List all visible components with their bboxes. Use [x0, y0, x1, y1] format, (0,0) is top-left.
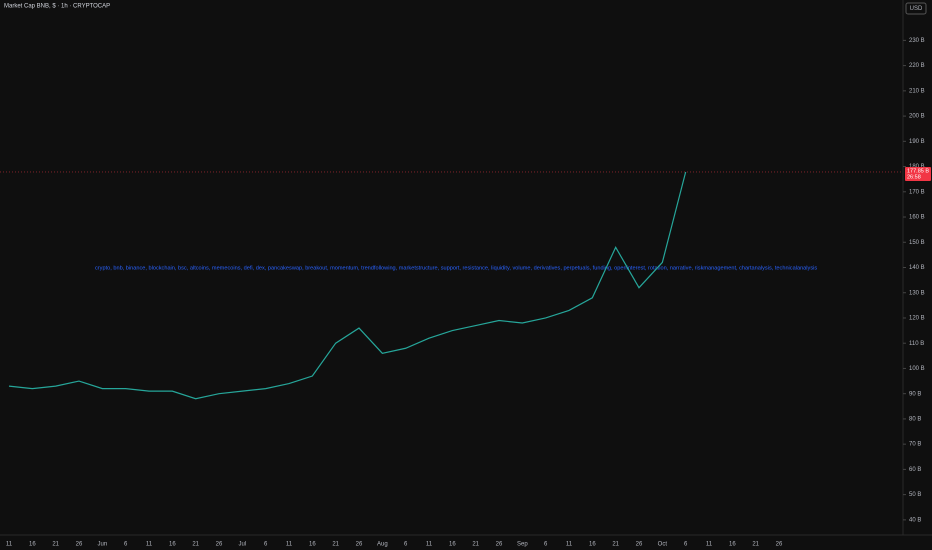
y-tick-label: 100 B: [909, 366, 925, 372]
price-line: [8, 171, 687, 400]
x-tick-label: 16: [729, 542, 736, 548]
x-tick-label: 6: [544, 542, 548, 548]
x-tick-label: 21: [612, 542, 619, 548]
x-tick-label: 26: [356, 542, 363, 548]
countdown: 26:58: [907, 174, 921, 180]
y-tick-label: 90 B: [909, 391, 921, 397]
x-tick-label: 26: [496, 542, 503, 548]
x-tick-label: 26: [76, 542, 83, 548]
x-tick-label: 16: [309, 542, 316, 548]
y-tick-label: 130 B: [909, 290, 925, 296]
x-tick-label: 26: [216, 542, 223, 548]
currency-box[interactable]: [905, 2, 927, 15]
x-tick-label: 16: [29, 542, 36, 548]
x-tick-label: 16: [449, 542, 456, 548]
x-tick-label: 16: [169, 542, 176, 548]
y-tick-label: 210 B: [909, 88, 925, 94]
y-tick-label: 190 B: [909, 139, 925, 145]
x-tick-label: Sep: [517, 542, 528, 548]
y-tick-label: 170 B: [909, 189, 925, 195]
x-tick-label: 11: [566, 542, 573, 548]
x-tick-label: 11: [286, 542, 293, 548]
y-tick-label: 70 B: [909, 442, 921, 448]
last-price-label: 177.85 B: [907, 168, 929, 174]
chart-title: Market Cap BNB, $ · 1h · CRYPTOCAP: [4, 4, 110, 10]
currency[interactable]: USD: [910, 6, 923, 12]
y-tick-label: 120 B: [909, 316, 925, 322]
x-tick-label: 11: [706, 542, 713, 548]
x-tick-label: 11: [426, 542, 433, 548]
x-tick-label: Aug: [377, 542, 388, 548]
annotation: crypto, bnb, binance, blockchain, bsc, a…: [95, 265, 817, 271]
y-tick-label: 230 B: [909, 38, 925, 44]
y-tick-label: 150 B: [909, 240, 925, 246]
x-tick-label: 11: [146, 542, 153, 548]
y-tick-label: 40 B: [909, 517, 921, 523]
last-price-tag: [905, 166, 931, 181]
x-tick-label: Jul: [238, 542, 246, 548]
x-tick-label: 26: [776, 542, 783, 548]
x-tick-label: 26: [636, 542, 643, 548]
x-tick-label: 11: [6, 542, 13, 548]
x-tick-label: 21: [192, 542, 199, 548]
y-tick-label: 140 B: [909, 265, 925, 271]
y-tick-label: 110 B: [909, 341, 924, 347]
x-tick-label: Jun: [97, 542, 107, 548]
y-tick-label: 50 B: [909, 492, 921, 498]
x-tick-label: 6: [684, 542, 688, 548]
x-tick-label: Oct: [658, 542, 668, 548]
y-tick-label: 60 B: [909, 467, 921, 473]
x-tick-label: 6: [404, 542, 408, 548]
x-tick-label: 21: [752, 542, 759, 548]
x-tick-label: 21: [332, 542, 339, 548]
x-tick-label: 21: [472, 542, 479, 548]
x-tick-label: 6: [124, 542, 128, 548]
y-tick-label: 160 B: [909, 215, 925, 221]
y-tick-label: 220 B: [909, 63, 925, 69]
x-tick-label: 6: [264, 542, 268, 548]
y-tick-label: 200 B: [909, 114, 925, 120]
x-tick-label: 21: [52, 542, 59, 548]
x-tick-label: 16: [589, 542, 596, 548]
y-tick-label: 80 B: [909, 416, 921, 422]
